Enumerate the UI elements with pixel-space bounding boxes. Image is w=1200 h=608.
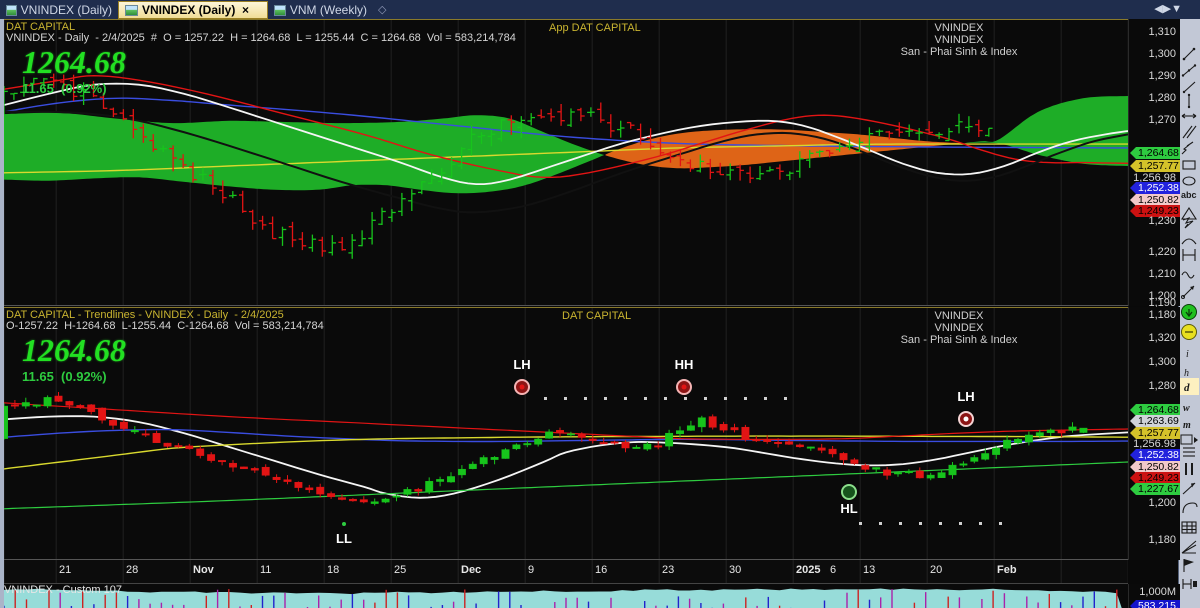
svg-text:LL: LL: [336, 531, 352, 546]
svg-text:LH: LH: [957, 389, 974, 404]
svg-text:HH: HH: [675, 357, 694, 372]
svg-text:w: w: [1183, 403, 1190, 414]
svg-text:m: m: [1183, 420, 1191, 431]
svg-text:d: d: [1184, 382, 1190, 394]
svg-text:LH: LH: [513, 357, 530, 372]
svg-text:HL: HL: [840, 501, 857, 516]
svg-text:h: h: [1184, 368, 1189, 379]
svg-text:i: i: [1186, 349, 1189, 360]
svg-text:abc: abc: [1181, 190, 1197, 200]
